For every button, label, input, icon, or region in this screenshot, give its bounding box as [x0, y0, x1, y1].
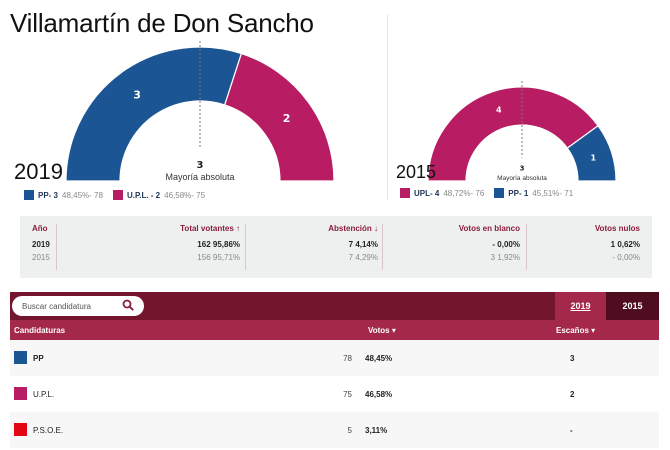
party-seats: 3	[570, 354, 575, 363]
seat-count-label: 3	[133, 88, 141, 101]
header-escanos[interactable]: Escaños ▾	[556, 326, 596, 335]
chart-year-2019: 2019	[14, 159, 63, 184]
party-color-swatch	[14, 351, 27, 364]
col-blank-votes: Votos en blanco - 0,00% 3 1,92%	[420, 224, 520, 265]
majority-value: 3	[520, 165, 525, 173]
header-total-voters[interactable]: Total votantes ↑	[180, 224, 240, 233]
legend-swatch	[24, 190, 34, 200]
party-pct: 3,11%	[365, 426, 388, 435]
legend-item: UPL- 4 48,72%- 76	[400, 188, 484, 198]
party-name: P.S.O.E.	[33, 426, 64, 435]
col-year: Año 2019 2015	[32, 224, 62, 265]
tab-2015[interactable]: 2015	[606, 292, 659, 320]
legend-label: UPL- 4	[414, 188, 440, 198]
search-input[interactable]: Buscar candidatura	[12, 296, 144, 316]
legend-item: PP- 3 48,45%- 78	[24, 190, 103, 200]
header-votos[interactable]: Votos ▾	[368, 326, 396, 335]
header-year[interactable]: Año	[32, 224, 48, 233]
majority-label: Mayoría absoluta	[497, 175, 547, 182]
header-null-votes: Votos nulos	[594, 224, 640, 233]
party-color-swatch	[14, 387, 27, 400]
hemicycle-segment-upl[interactable]	[223, 52, 335, 182]
party-votes: 78	[343, 354, 352, 363]
cell-null-votes: 1 0,62%	[610, 240, 640, 249]
table-row: PP 78 48,45% 3	[10, 340, 659, 376]
majority-label: Mayoría absoluta	[165, 172, 234, 182]
header-blank-votes: Votos en blanco	[458, 224, 520, 233]
majority-value: 3	[197, 160, 204, 171]
seat-count-label: 2	[283, 112, 291, 125]
header-candidaturas: Candidaturas	[14, 326, 66, 335]
seat-count-label: 1	[591, 154, 597, 163]
party-color-swatch	[14, 423, 27, 436]
legend-swatch	[400, 188, 410, 198]
page-title: Villamartín de Don Sancho	[10, 8, 314, 38]
cell-blank-votes: 3 1,92%	[490, 253, 520, 262]
party-votes: 5	[347, 426, 352, 435]
column-divider	[382, 224, 383, 270]
table-row: U.P.L. 75 46,58% 2	[10, 376, 659, 412]
cell-total-voters: 162 95,86%	[197, 240, 240, 249]
search-placeholder: Buscar candidatura	[22, 301, 91, 311]
col-abstention: Abstención ↓ 7 4,14% 7 4,29%	[280, 224, 378, 265]
candidates-header-row: Candidaturas Votos ▾ Escaños ▾	[10, 320, 659, 340]
cell-year: 2019	[32, 240, 50, 249]
search-icon[interactable]	[122, 299, 134, 311]
legend-detail: 45,51%- 71	[532, 188, 574, 198]
hemicycle-segment-pp[interactable]	[65, 46, 243, 182]
legend-swatch	[112, 190, 123, 200]
candidates-toolbar: Buscar candidatura 2019 2015	[10, 292, 659, 320]
column-divider	[526, 224, 527, 270]
party-seats: -	[570, 426, 573, 435]
party-seats: 2	[570, 390, 575, 399]
legend-label: PP- 1	[508, 188, 529, 198]
legend-2019: PP- 3 48,45%- 78 U.P.L. - 2 46,58%- 75	[24, 190, 205, 200]
seat-count-label: 4	[496, 105, 502, 114]
legend-swatch	[494, 188, 505, 198]
legend-detail: 48,45%- 78	[62, 190, 103, 200]
party-votes: 75	[343, 390, 352, 399]
col-null-votes: Votos nulos 1 0,62% - 0,00%	[560, 224, 640, 265]
chart-divider	[387, 14, 388, 200]
legend-detail: 48,72%- 76	[443, 188, 485, 198]
cell-blank-votes: - 0,00%	[492, 240, 520, 249]
column-divider	[245, 224, 246, 270]
legend-2015: UPL- 4 48,72%- 76 PP- 1 45,51%- 71	[400, 188, 573, 198]
hemicycle-chart-2015: 4 1 3 Mayoría absoluta	[427, 81, 617, 182]
table-row: P.S.O.E. 5 3,11% -	[10, 412, 659, 448]
chart-year-2015: 2015	[396, 162, 437, 182]
turnout-summary-table: Año 2019 2015 Total votantes ↑ 162 95,86…	[20, 216, 652, 278]
cell-null-votes: - 0,00%	[612, 253, 640, 262]
legend-label: U.P.L. - 2	[126, 190, 161, 200]
party-name: PP	[33, 354, 44, 363]
cell-total-voters: 156 95,71%	[197, 253, 240, 262]
party-name: U.P.L.	[33, 390, 55, 399]
legend-item: U.P.L. - 2 46,58%- 75	[112, 190, 206, 200]
tab-2019[interactable]: 2019	[555, 292, 606, 320]
cell-abstention: 7 4,29%	[348, 253, 378, 262]
cell-abstention: 7 4,14%	[348, 240, 378, 249]
header-abstention[interactable]: Abstención ↓	[328, 224, 378, 233]
cell-year: 2015	[32, 253, 50, 262]
column-divider	[56, 224, 57, 270]
legend-label: PP- 3	[38, 190, 59, 200]
legend-detail: 46,58%- 75	[164, 190, 206, 200]
hemicycle-segment-upl[interactable]	[427, 86, 599, 182]
col-total-voters: Total votantes ↑ 162 95,86% 156 95,71%	[140, 224, 240, 265]
hemicycle-segment-pp[interactable]	[566, 124, 617, 182]
party-pct: 48,45%	[365, 354, 393, 363]
legend-item: PP- 1 45,51%- 71	[494, 188, 573, 198]
candidates-table: Buscar candidatura 2019 2015 Candidatura…	[10, 292, 659, 448]
party-pct: 46,58%	[365, 390, 393, 399]
